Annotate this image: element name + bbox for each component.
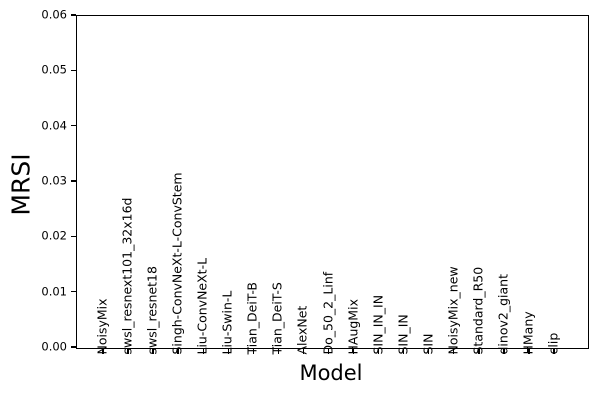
- x-tick-label: swsl_resnext101_32x16d: [119, 197, 135, 355]
- x-axis-label-text: Model: [299, 361, 363, 385]
- y-tick-mark: [71, 69, 76, 72]
- y-tick-mark: [71, 346, 76, 348]
- x-tick-label: HAugMix: [345, 299, 361, 355]
- x-tick-label: Tian_DeiT-B: [244, 282, 260, 355]
- y-tick-label: 0.04: [41, 117, 67, 132]
- x-tick-mark: [553, 348, 555, 354]
- x-tick-label: Standard_R50: [470, 266, 486, 355]
- y-tick-mark: [71, 290, 76, 293]
- y-tick-mark: [71, 124, 76, 127]
- x-tick-label: Liu-Swin-L: [219, 290, 235, 355]
- y-tick-mark: [71, 235, 76, 238]
- x-tick-mark: [302, 348, 305, 354]
- x-tick-mark: [277, 348, 280, 354]
- x-tick-mark: [428, 348, 430, 354]
- x-tick-label: NoisyMix: [94, 298, 110, 355]
- plot-area: [76, 15, 589, 349]
- y-tick-label: 0.03: [41, 173, 67, 188]
- x-tick-label: SIN: [420, 333, 436, 355]
- x-tick-label: AlexNet: [294, 305, 310, 355]
- x-tick-mark: [402, 348, 405, 354]
- y-tick-mark: [71, 14, 76, 16]
- x-tick-mark: [377, 348, 380, 354]
- x-tick-mark: [152, 348, 154, 354]
- x-tick-label: clip: [545, 332, 561, 355]
- y-tick-mark: [71, 180, 76, 182]
- x-tick-mark: [252, 348, 255, 354]
- x-tick-mark: [102, 348, 104, 354]
- x-tick-mark: [127, 348, 129, 354]
- x-tick-mark: [327, 348, 330, 354]
- x-tick-label: SIN_IN: [395, 314, 411, 355]
- x-tick-mark: [503, 348, 505, 354]
- x-tick-label: swsl_resnet18: [144, 266, 160, 355]
- x-tick-mark: [453, 348, 455, 354]
- x-tick-label: dinov2_giant: [495, 274, 511, 355]
- x-tick-label: Singh-ConvNeXt-L-ConvStem: [169, 172, 185, 355]
- x-tick-mark: [177, 348, 179, 354]
- x-tick-mark: [352, 348, 355, 354]
- x-tick-label: NoisyMix_new: [445, 266, 461, 355]
- x-tick-mark: [478, 348, 480, 354]
- x-tick-label: Tian_DeiT-S: [269, 282, 285, 355]
- y-tick-label: 0.01: [41, 283, 67, 298]
- x-tick-label: SIN_IN_IN: [370, 294, 386, 355]
- x-tick-label: Liu-ConvNeXt-L: [194, 257, 210, 355]
- y-axis-label-text: MRSI: [6, 152, 36, 216]
- y-tick-label: 0.05: [41, 62, 67, 77]
- x-tick-mark: [227, 348, 229, 354]
- y-tick-label: 0.00: [41, 339, 67, 354]
- x-tick-mark: [528, 348, 530, 354]
- x-tick-label: Do_50_2_Linf: [320, 271, 335, 355]
- x-tick-mark: [202, 348, 204, 354]
- y-tick-label: 0.06: [41, 7, 67, 22]
- y-tick-label: 0.02: [41, 228, 67, 243]
- x-tick-label: HMany: [520, 311, 536, 355]
